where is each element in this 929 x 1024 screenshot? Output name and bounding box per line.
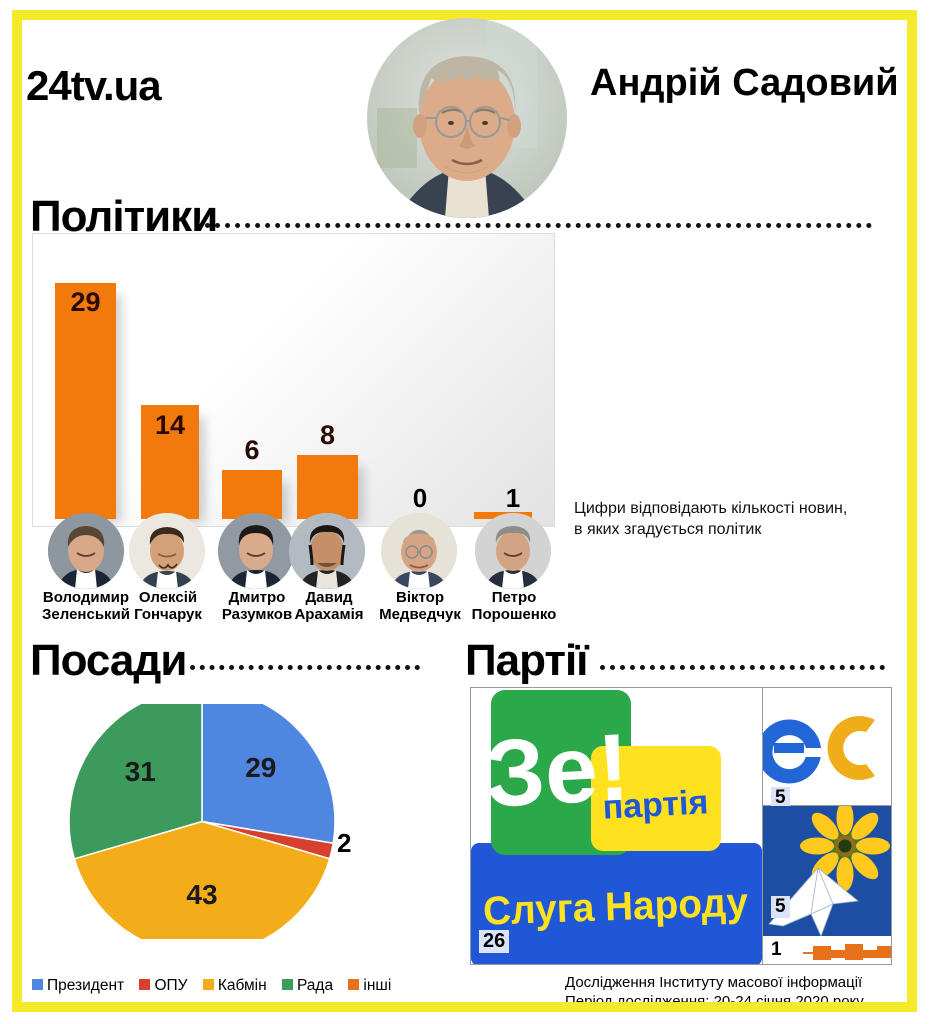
svg-text:43: 43 (186, 879, 217, 910)
svg-text:31: 31 (125, 756, 156, 787)
svg-text:партія: партія (602, 783, 710, 826)
svg-text:Слуга Народу: Слуга Народу (482, 880, 749, 933)
svg-text:29: 29 (245, 752, 276, 783)
